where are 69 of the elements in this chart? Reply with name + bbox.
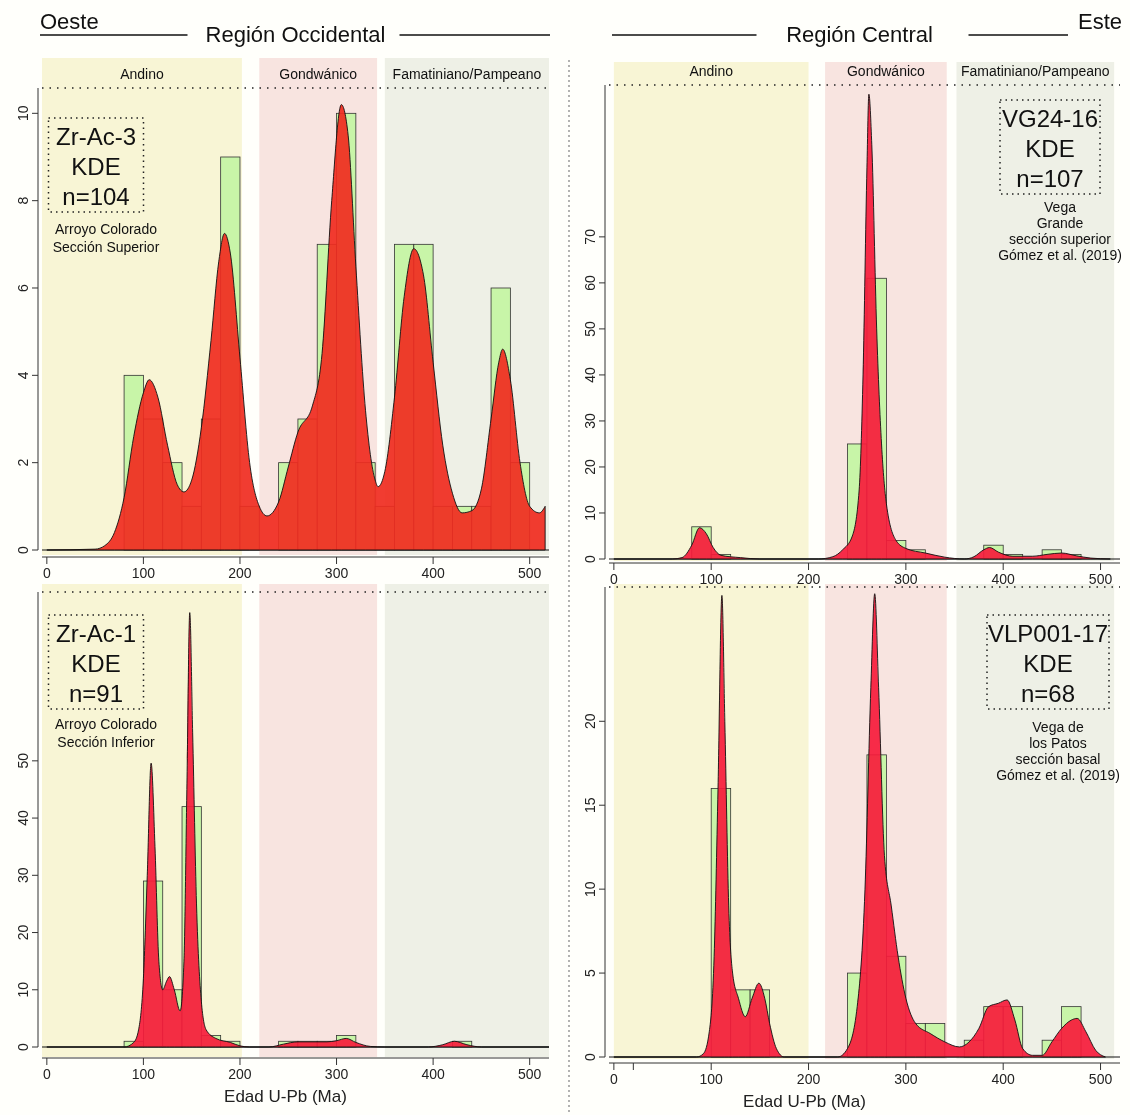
x-tick-label: 500 — [518, 565, 542, 581]
y-tick-label: 8 — [15, 196, 31, 205]
y-tick-label: 20 — [582, 713, 598, 730]
y-tick-label: 70 — [582, 228, 598, 245]
x-tick-label: 200 — [796, 1071, 821, 1087]
chart-title: Región Occidental — [205, 22, 386, 47]
x-tick-label: 500 — [1088, 571, 1113, 587]
chart-subtitle: Este — [1077, 9, 1122, 34]
band-label: Gondwánico — [279, 66, 358, 82]
x-tick-label: 300 — [894, 571, 918, 587]
y-tick-label: 15 — [582, 797, 598, 813]
annotation: Zr-Ac-1 KDE n=91 — [56, 620, 136, 707]
x-tick-label: 0 — [42, 565, 51, 581]
x-tick-label: 400 — [421, 1066, 446, 1082]
x-tick-label: 200 — [796, 571, 821, 587]
x-tick-label: 500 — [518, 1066, 542, 1082]
band-label: Famatiniano/Pampeano — [392, 66, 542, 82]
y-tick-label: 2 — [15, 458, 31, 467]
x-tick-label: 400 — [421, 565, 446, 581]
y-tick-label: 20 — [582, 458, 598, 475]
y-tick-label: 0 — [15, 1042, 31, 1051]
annotation: Arroyo Colorado Sección Inferior — [55, 716, 158, 750]
y-tick-label: 10 — [582, 881, 598, 897]
y-tick-label: 4 — [15, 371, 31, 380]
x-tick-label: 0 — [609, 1071, 618, 1087]
y-tick-label: 60 — [582, 274, 598, 291]
chart-title: Región Central — [786, 22, 933, 47]
x-tick-label: 0 — [42, 1066, 51, 1082]
x-tick-label: 500 — [1088, 1071, 1113, 1087]
x-tick-label: 200 — [228, 1066, 252, 1082]
annotation: Zr-Ac-3 KDE n=104 — [56, 123, 136, 210]
x-axis-title: Edad U-Pb (Ma) — [224, 1087, 347, 1106]
band-label: Andino — [120, 66, 164, 82]
x-tick-label: 400 — [991, 1071, 1016, 1087]
y-tick-label: 5 — [582, 968, 598, 977]
x-tick-label: 100 — [131, 1066, 156, 1082]
y-tick-label: 0 — [15, 545, 31, 554]
y-tick-label: 10 — [15, 105, 31, 122]
x-tick-label: 100 — [699, 1071, 724, 1087]
y-tick-label: 0 — [582, 554, 598, 563]
x-tick-label: 300 — [894, 1071, 918, 1087]
y-tick-label: 40 — [15, 810, 31, 826]
chart-subtitle: Oeste — [40, 9, 99, 34]
x-axis-title: Edad U-Pb (Ma) — [743, 1092, 866, 1111]
annotation: Vega Grande sección superior Gómez et al. (2019) — [998, 199, 1122, 263]
x-tick-label: 100 — [131, 565, 156, 581]
y-tick-label: 30 — [15, 867, 31, 884]
band-label: Andino — [689, 63, 734, 79]
band-label: Gondwánico — [847, 63, 926, 79]
y-tick-label: 10 — [15, 981, 31, 998]
y-tick-label: 30 — [582, 412, 598, 429]
x-tick-label: 400 — [991, 571, 1016, 587]
y-tick-label: 6 — [15, 283, 31, 292]
y-tick-label: 40 — [582, 366, 598, 383]
y-tick-label: 50 — [582, 320, 598, 337]
y-tick-label: 10 — [582, 504, 598, 521]
annotation: VLP001-17 KDE n=68 — [987, 620, 1109, 707]
annotation: Vega de los Patos sección basal Gómez et al. (2019) — [996, 719, 1120, 783]
x-tick-label: 0 — [609, 571, 618, 587]
y-tick-label: 20 — [15, 924, 31, 941]
annotation: VG24-16 KDE n=107 — [1001, 105, 1099, 192]
x-tick-label: 100 — [699, 571, 724, 587]
x-tick-label: 200 — [228, 565, 252, 581]
x-tick-label: 300 — [324, 565, 349, 581]
y-tick-label: 50 — [15, 752, 31, 769]
band-label: Famatiniano/Pampeano — [960, 63, 1110, 79]
x-tick-label: 300 — [324, 1066, 349, 1082]
y-tick-label: 0 — [582, 1052, 598, 1061]
annotation: Arroyo Colorado Sección Superior — [52, 221, 160, 255]
